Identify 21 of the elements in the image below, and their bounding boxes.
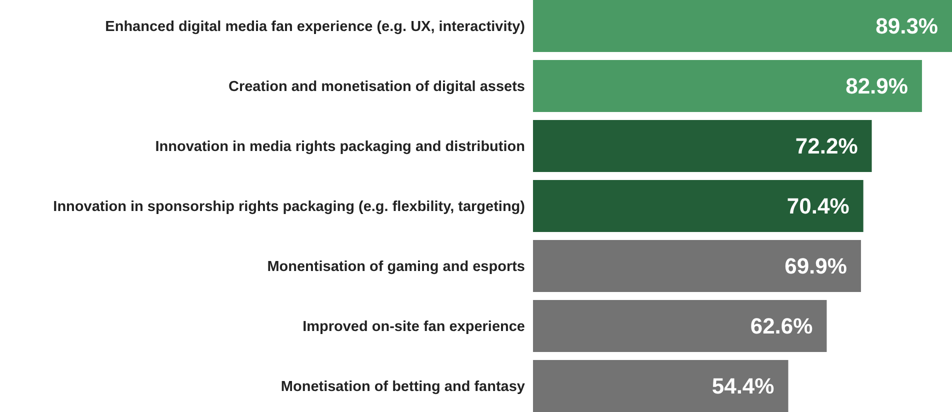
bar bbox=[533, 0, 952, 52]
bar bbox=[533, 240, 861, 292]
y-tick-label: Enhanced digital media fan experience (e.g. UX, interactivity) bbox=[105, 19, 526, 36]
y-tick-label: Innovation in media rights packaging and distribution bbox=[155, 139, 525, 156]
data-label: 89.3% bbox=[876, 14, 938, 39]
bar bbox=[533, 180, 864, 232]
y-tick-label: Monentisation of gaming and esports bbox=[267, 259, 525, 276]
bar bbox=[533, 300, 827, 352]
bar bbox=[533, 360, 788, 412]
data-label: 54.4% bbox=[712, 374, 774, 399]
y-tick-label: Monetisation of betting and fantasy bbox=[280, 379, 525, 396]
bar bbox=[533, 120, 872, 172]
data-label: 62.6% bbox=[750, 314, 813, 339]
data-label: 69.9% bbox=[784, 254, 847, 279]
bar bbox=[533, 60, 922, 112]
y-tick-label: Creation and monetisation of digital assets bbox=[228, 79, 525, 96]
data-label: 70.4% bbox=[786, 194, 850, 219]
y-tick-label: Improved on-site fan experience bbox=[302, 319, 525, 336]
data-label: 72.2% bbox=[795, 134, 858, 159]
y-tick-label: Innovation in sponsorship rights packaging (e.g. flexbility, targeting) bbox=[53, 199, 526, 216]
data-label: 82.9% bbox=[846, 74, 908, 99]
